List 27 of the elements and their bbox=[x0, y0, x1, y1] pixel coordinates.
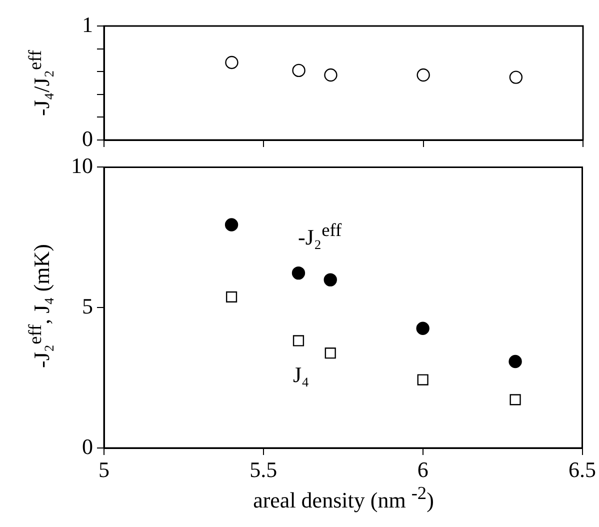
annotation: -J₂$^{eff}$ bbox=[298, 220, 342, 250]
point bbox=[224, 218, 238, 232]
x-tick-label: 6 bbox=[417, 456, 428, 482]
y-tick-label: 5 bbox=[82, 293, 93, 318]
point bbox=[292, 266, 306, 280]
point bbox=[292, 335, 304, 346]
y-tick-label: 1 bbox=[82, 12, 93, 37]
point bbox=[416, 322, 430, 335]
point bbox=[508, 354, 522, 368]
point bbox=[292, 64, 306, 78]
point bbox=[225, 56, 238, 70]
point bbox=[324, 273, 337, 286]
point bbox=[509, 70, 523, 84]
y-tick-label: 10 bbox=[71, 152, 93, 178]
y-tick-label: 0 bbox=[82, 434, 93, 459]
point bbox=[324, 68, 338, 82]
x-axis-title: areal density (nm $^{-2}$) bbox=[253, 483, 434, 514]
x-tick-label: 5.5 bbox=[250, 456, 278, 482]
x-tick-label: 6.5 bbox=[568, 456, 596, 482]
point bbox=[226, 291, 238, 302]
point bbox=[510, 394, 521, 406]
y-tick-label: 0 bbox=[82, 126, 93, 151]
point bbox=[417, 374, 428, 386]
x-tick-label: 5 bbox=[98, 456, 110, 482]
point bbox=[324, 348, 336, 359]
point bbox=[416, 68, 430, 82]
annotation: J₄ bbox=[293, 362, 310, 388]
